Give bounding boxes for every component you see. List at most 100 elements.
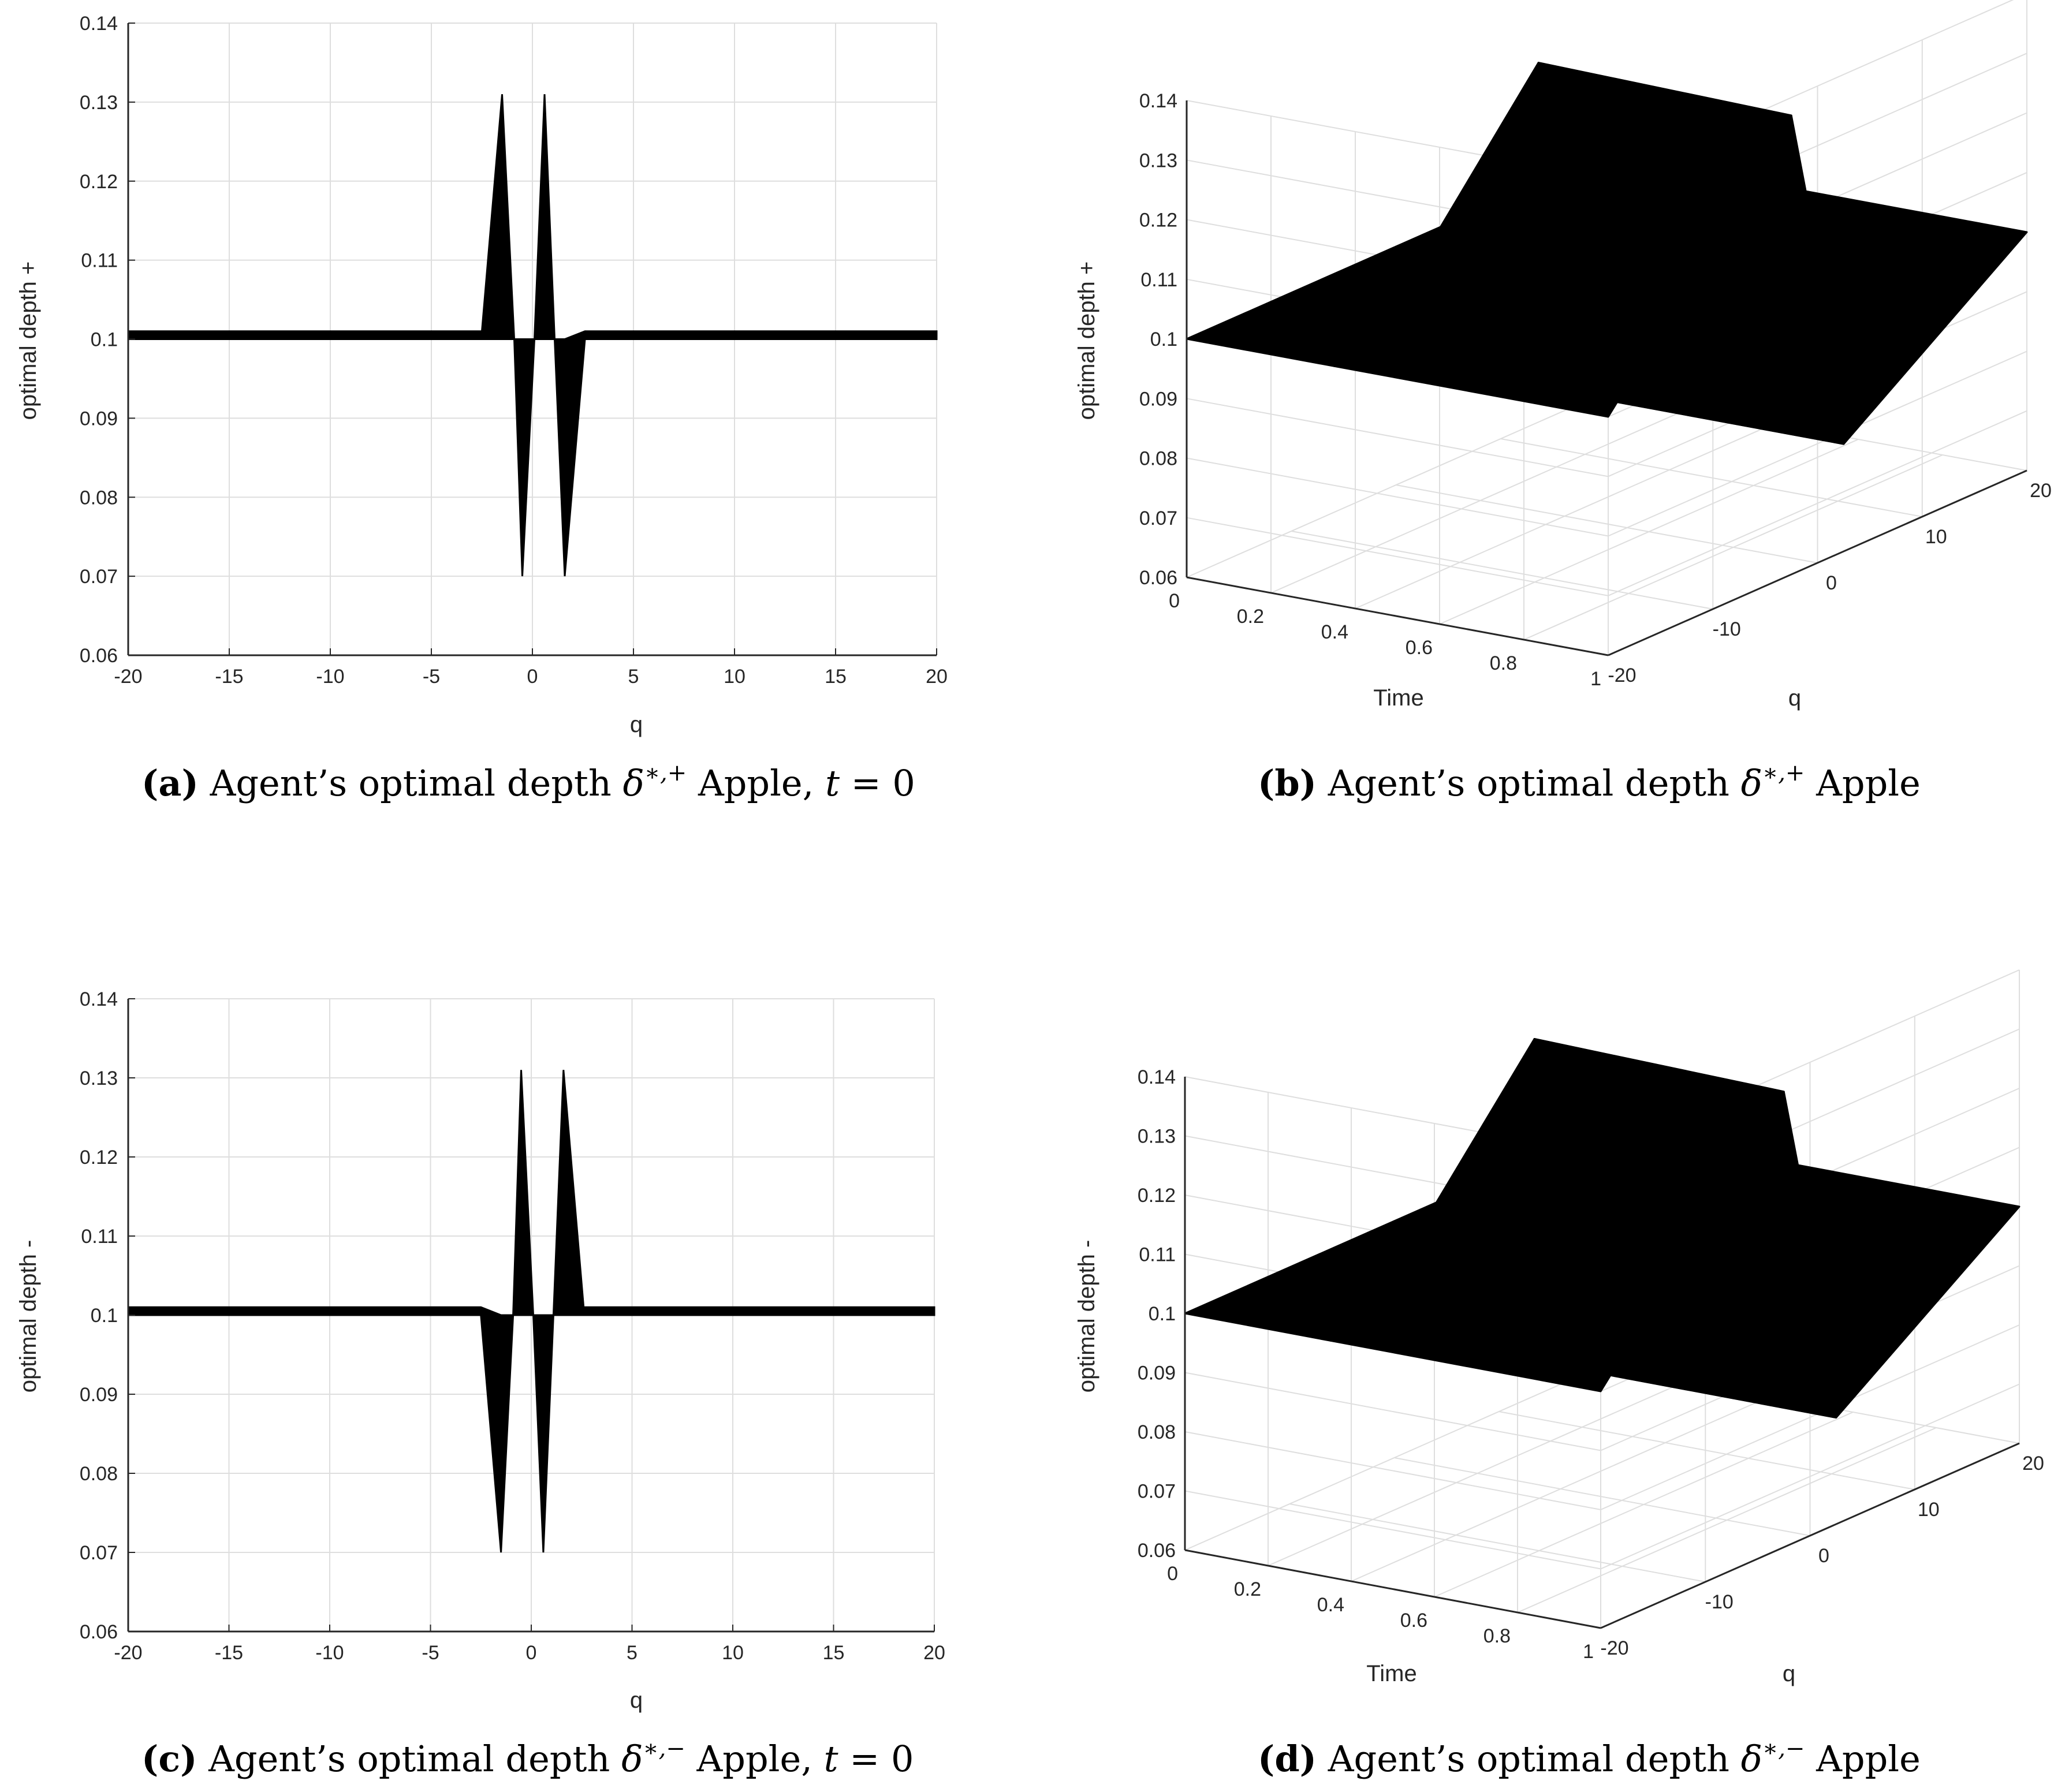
y-tick-label: 0.07: [80, 566, 118, 588]
surface-patch: [1586, 1159, 2021, 1418]
caption-superscript: ∗,+: [1762, 760, 1805, 786]
y-tick-label: 0.14: [80, 13, 118, 35]
z-tick-label: 0.06: [1138, 1540, 1176, 1562]
z-tick-label: 0.07: [1139, 507, 1177, 529]
caption-text: Agent’s optimal depth: [208, 1738, 610, 1780]
z-tick-label: 0.13: [1139, 150, 1177, 171]
caption-name: Apple,: [696, 1738, 812, 1780]
y-tick-label: 0.06: [80, 1621, 118, 1643]
axes: [1186, 100, 2027, 656]
caption-symbol: δ: [1740, 1738, 1762, 1780]
y-tick-label: 0.11: [81, 1226, 118, 1248]
y-tick-label: 0.13: [80, 1067, 118, 1089]
x-tick-label: -15: [215, 666, 243, 688]
chart-b: 0.06 0.07 0.08 0.09 0.1 0.11 0.12 0.13 0.14 0 0.2 0…: [1074, 0, 2052, 711]
y-axis-label: Time: [1366, 1661, 1416, 1686]
time-tick-label: 0.8: [1483, 1625, 1511, 1647]
z-tick-label: 0.08: [1138, 1421, 1176, 1443]
x-tick-label: 0: [526, 1642, 537, 1664]
y-axis-label: Time: [1373, 685, 1423, 711]
z-tick-label: 0.12: [1139, 210, 1177, 232]
time-tick-label: 0.4: [1321, 621, 1348, 643]
y-tick-label: 0.09: [80, 408, 118, 430]
x-axis-label: q: [1783, 1661, 1795, 1686]
caption-symbol: δ: [1740, 762, 1762, 804]
caption-symbol: δ: [622, 762, 644, 804]
q-axis-line: [1600, 1442, 2020, 1629]
tick-labels: 0.06 0.07 0.08 0.09 0.1 0.11 0.12 0.13 0.14 0 0.2 0…: [1139, 90, 2052, 690]
data-area: [127, 1070, 935, 1553]
time-tick-label: 0.6: [1406, 637, 1433, 659]
tick-labels: -20 -15 -10 -5 0 5 10 15 20 0.06 0.07 0.08 0.09 0.1 0.…: [80, 988, 945, 1664]
z-tick-label: 0.1: [1150, 328, 1177, 350]
z-tick-label: 0.1: [1149, 1303, 1176, 1325]
caption-eq: = 0: [849, 1738, 914, 1780]
surface: [1186, 62, 2028, 445]
x-tick-label: -10: [316, 666, 344, 688]
q-tick-label: -20: [1608, 664, 1636, 686]
y-axis-label: optimal depth +: [16, 262, 41, 420]
time-tick-label: 0.8: [1490, 652, 1517, 674]
y-tick-label: 0.12: [80, 171, 118, 193]
q-tick-label: -10: [1705, 1591, 1734, 1613]
y-axis-label: optimal depth -: [16, 1240, 41, 1393]
x-axis-label: q: [1788, 685, 1801, 711]
q-tick-label: 10: [1918, 1499, 1940, 1521]
q-tick-label: 0: [1826, 572, 1837, 594]
caption-name: Apple: [1816, 1738, 1921, 1780]
tick-labels: 0.06 0.07 0.08 0.09 0.1 0.11 0.12 0.13 0.14 0 0.2 0…: [1138, 1066, 2044, 1663]
z-grid-line: [1184, 1383, 2020, 1570]
x-tick-label: 10: [722, 1642, 744, 1664]
x-axis-label: q: [630, 1688, 643, 1713]
y-tick-label: 0.14: [80, 988, 118, 1010]
y-tick-label: 0.09: [80, 1384, 118, 1406]
x-tick-label: 20: [923, 1642, 945, 1664]
y-tick-label: 0.13: [80, 92, 118, 114]
time-tick-label: 0.2: [1237, 606, 1264, 628]
x-tick-label: -15: [215, 1642, 243, 1664]
y-tick-label: 0.08: [80, 1463, 118, 1485]
z-tick-label: 0.14: [1139, 90, 1177, 112]
z-axis-label: optimal depth +: [1074, 262, 1099, 420]
data-area-path: [127, 1070, 935, 1553]
x-tick-label: 0: [527, 666, 538, 688]
z-tick-label: 0.14: [1138, 1066, 1176, 1088]
x-tick-label: -5: [423, 666, 440, 688]
caption-superscript: ∗,−: [1762, 1735, 1805, 1762]
caption-name: Apple: [1816, 762, 1921, 804]
z-axis-label: optimal depth -: [1074, 1240, 1099, 1393]
q-tick-label: 20: [2030, 480, 2052, 502]
time-axis-line: [1184, 1549, 1601, 1629]
y-tick-label: 0.1: [91, 1305, 118, 1327]
caption-superscript: ∗,+: [644, 760, 687, 786]
x-tick-label: 5: [628, 666, 639, 688]
caption-label: (d): [1258, 1738, 1317, 1780]
caption-text: Agent’s optimal depth: [1328, 1738, 1729, 1780]
q-tick-label: -10: [1713, 618, 1741, 640]
x-tick-label: 5: [627, 1642, 638, 1664]
z-tick-label: 0.12: [1138, 1185, 1176, 1207]
caption-text: Agent’s optimal depth: [1328, 762, 1729, 804]
q-tick-label: 10: [1925, 526, 1947, 548]
x-tick-label: -5: [422, 1642, 439, 1664]
caption-c: (c) Agent’s optimal depth δ∗,− Apple, t …: [141, 1737, 914, 1780]
z-tick-label: 0.13: [1138, 1126, 1176, 1148]
y-tick-label: 0.12: [80, 1147, 118, 1168]
time-tick-label: 1: [1583, 1641, 1594, 1663]
z-tick-label: 0.09: [1138, 1362, 1176, 1384]
time-tick-label: 0: [1169, 590, 1180, 612]
caption-label: (b): [1258, 762, 1317, 804]
time-tick-label: 0.4: [1317, 1594, 1344, 1616]
caption-d: (d) Agent’s optimal depth δ∗,− Apple: [1258, 1735, 1921, 1780]
axes: [1184, 1077, 2020, 1629]
z-tick-label: 0.09: [1139, 388, 1177, 410]
y-tick-label: 0.11: [81, 250, 118, 272]
caption-name: Apple,: [698, 762, 814, 804]
x-tick-label: -20: [114, 1642, 142, 1664]
z-tick-label: 0.08: [1139, 448, 1177, 470]
time-tick-label: 0.6: [1400, 1610, 1427, 1632]
x-tick-label: 15: [823, 1642, 845, 1664]
caption-var: t: [823, 1738, 838, 1780]
